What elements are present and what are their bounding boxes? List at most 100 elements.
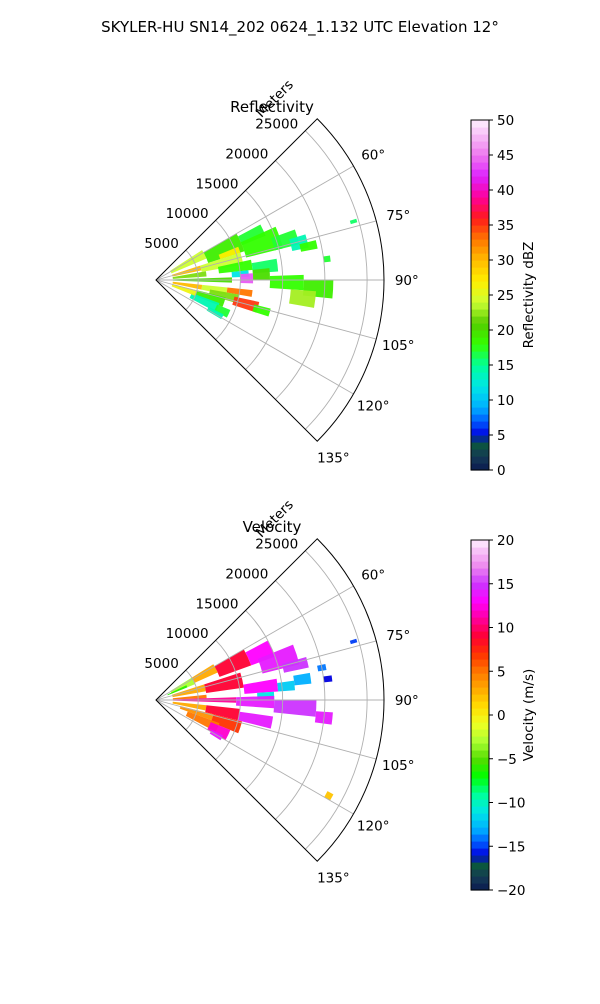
data-cell-25: [167, 685, 188, 696]
colorbar-segment: [471, 617, 489, 625]
colorbar-segment: [471, 666, 489, 674]
data-cell-25: [189, 292, 220, 312]
colorbar-segment: [471, 463, 489, 471]
data-cell-19: [237, 711, 274, 729]
azimuth-tick-label: 105°: [382, 338, 415, 354]
colorbar-segment: [471, 393, 489, 401]
data-cells: [167, 638, 358, 801]
colorbar-segment: [471, 827, 489, 835]
colorbar-segment: [471, 351, 489, 359]
colorbar-segment: [471, 736, 489, 744]
colorbar-segment: [471, 428, 489, 436]
colorbar-segment: [471, 155, 489, 163]
colorbar-tick-label: 35: [497, 218, 514, 234]
colorbar-segment: [471, 603, 489, 611]
azimuth-tick-label: 60°: [361, 148, 385, 164]
colorbar-segment: [471, 134, 489, 142]
colorbar-segment: [471, 554, 489, 562]
colorbar-segment: [471, 400, 489, 408]
colorbar-segment: [471, 337, 489, 345]
colorbar-segment: [471, 407, 489, 415]
colorbar-tick-label: 5: [497, 664, 506, 680]
radial-tick-label: 15000: [196, 176, 239, 192]
figure-title: SKYLER-HU SN14_202 0624_1.132 UTC Elevat…: [101, 18, 499, 37]
colorbar-segment: [471, 575, 489, 583]
azimuth-spoke-120: [155, 699, 354, 815]
colorbar-tick-label: −15: [497, 839, 526, 855]
reflectivity-panel: Reflectivity500010000150002000025000Mete…: [144, 77, 537, 479]
radial-tick-label: 5000: [144, 656, 178, 672]
colorbar-segment: [471, 120, 489, 128]
data-cell-2: [214, 649, 252, 677]
colorbar-segment: [471, 841, 489, 849]
data-cell-32: [349, 218, 358, 225]
azimuth-tick-label: 135°: [317, 450, 350, 466]
colorbar-segment: [471, 148, 489, 156]
colorbar-segment: [471, 848, 489, 856]
colorbar-segment: [471, 813, 489, 821]
colorbar-segment: [471, 379, 489, 387]
colorbar-segment: [471, 764, 489, 772]
colorbar-segment: [471, 246, 489, 254]
colorbar-segment: [471, 610, 489, 618]
azimuth-tick-label: 90°: [395, 273, 419, 289]
colorbar-segment: [471, 288, 489, 296]
colorbar-segment: [471, 176, 489, 184]
colorbar-segment: [471, 596, 489, 604]
data-cell-1: [191, 664, 218, 683]
radial-tick-label: 10000: [166, 626, 209, 642]
data-cell-10: [217, 259, 253, 274]
colorbar-tick-label: 40: [497, 183, 514, 199]
colorbar-segment: [471, 834, 489, 842]
colorbar-segment: [471, 540, 489, 548]
colorbar-segment: [471, 281, 489, 289]
colorbar-tick-label: 0: [497, 708, 506, 724]
colorbar-segment: [471, 316, 489, 324]
colorbar-segment: [471, 183, 489, 191]
data-cell-13: [240, 273, 254, 284]
colorbar-segment: [471, 687, 489, 695]
colorbar: 0 5 10 15 20 25 30 35 40 45 50 Reflectivity dBZ: [470, 113, 537, 479]
colorbar-segment: [471, 568, 489, 576]
colorbar-segment: [471, 799, 489, 807]
colorbar-segment: [471, 659, 489, 667]
azimuth-tick-label: 120°: [357, 398, 390, 414]
colorbar: −20 −15 −10 −5 0 5 10 15 20 Velocity (m/s): [470, 533, 537, 899]
colorbar-segment: [471, 197, 489, 205]
panel-title: Velocity: [243, 518, 302, 536]
azimuth-spoke-60: [155, 165, 354, 281]
colorbar-segment: [471, 358, 489, 366]
colorbar-segment: [471, 820, 489, 828]
colorbar-segment: [471, 806, 489, 814]
azimuth-spoke-60: [155, 585, 354, 701]
colorbar-segment: [471, 204, 489, 212]
data-cell-3: [240, 226, 284, 258]
azimuth-spoke-75: [155, 640, 377, 701]
colorbar-segment: [471, 694, 489, 702]
data-cell-29: [171, 284, 197, 296]
colorbar-segment: [471, 190, 489, 198]
colorbar-segment: [471, 435, 489, 443]
colorbar-segment: [471, 722, 489, 730]
colorbar-tick-label: 20: [497, 533, 514, 549]
colorbar-segment: [471, 449, 489, 457]
azimuth-spoke-105: [155, 699, 377, 760]
colorbar-segment: [471, 638, 489, 646]
radial-tick-label: 25000: [255, 117, 298, 133]
colorbar-segment: [471, 876, 489, 884]
colorbar-tick-label: −10: [497, 796, 526, 812]
azimuth-spoke-120: [155, 279, 354, 395]
radial-tick-label: 20000: [225, 567, 268, 583]
colorbar-tick-label: −5: [497, 752, 517, 768]
radial-tick-label: 25000: [255, 537, 298, 553]
data-cell-8: [243, 678, 279, 694]
colorbar-segment: [471, 855, 489, 863]
data-cell-14: [252, 268, 270, 280]
colorbar-tick-label: −20: [497, 883, 526, 899]
data-cell-31: [323, 255, 331, 263]
azimuth-tick-label: 90°: [395, 693, 419, 709]
colorbar-segment: [471, 680, 489, 688]
data-cell-10: [293, 672, 312, 686]
